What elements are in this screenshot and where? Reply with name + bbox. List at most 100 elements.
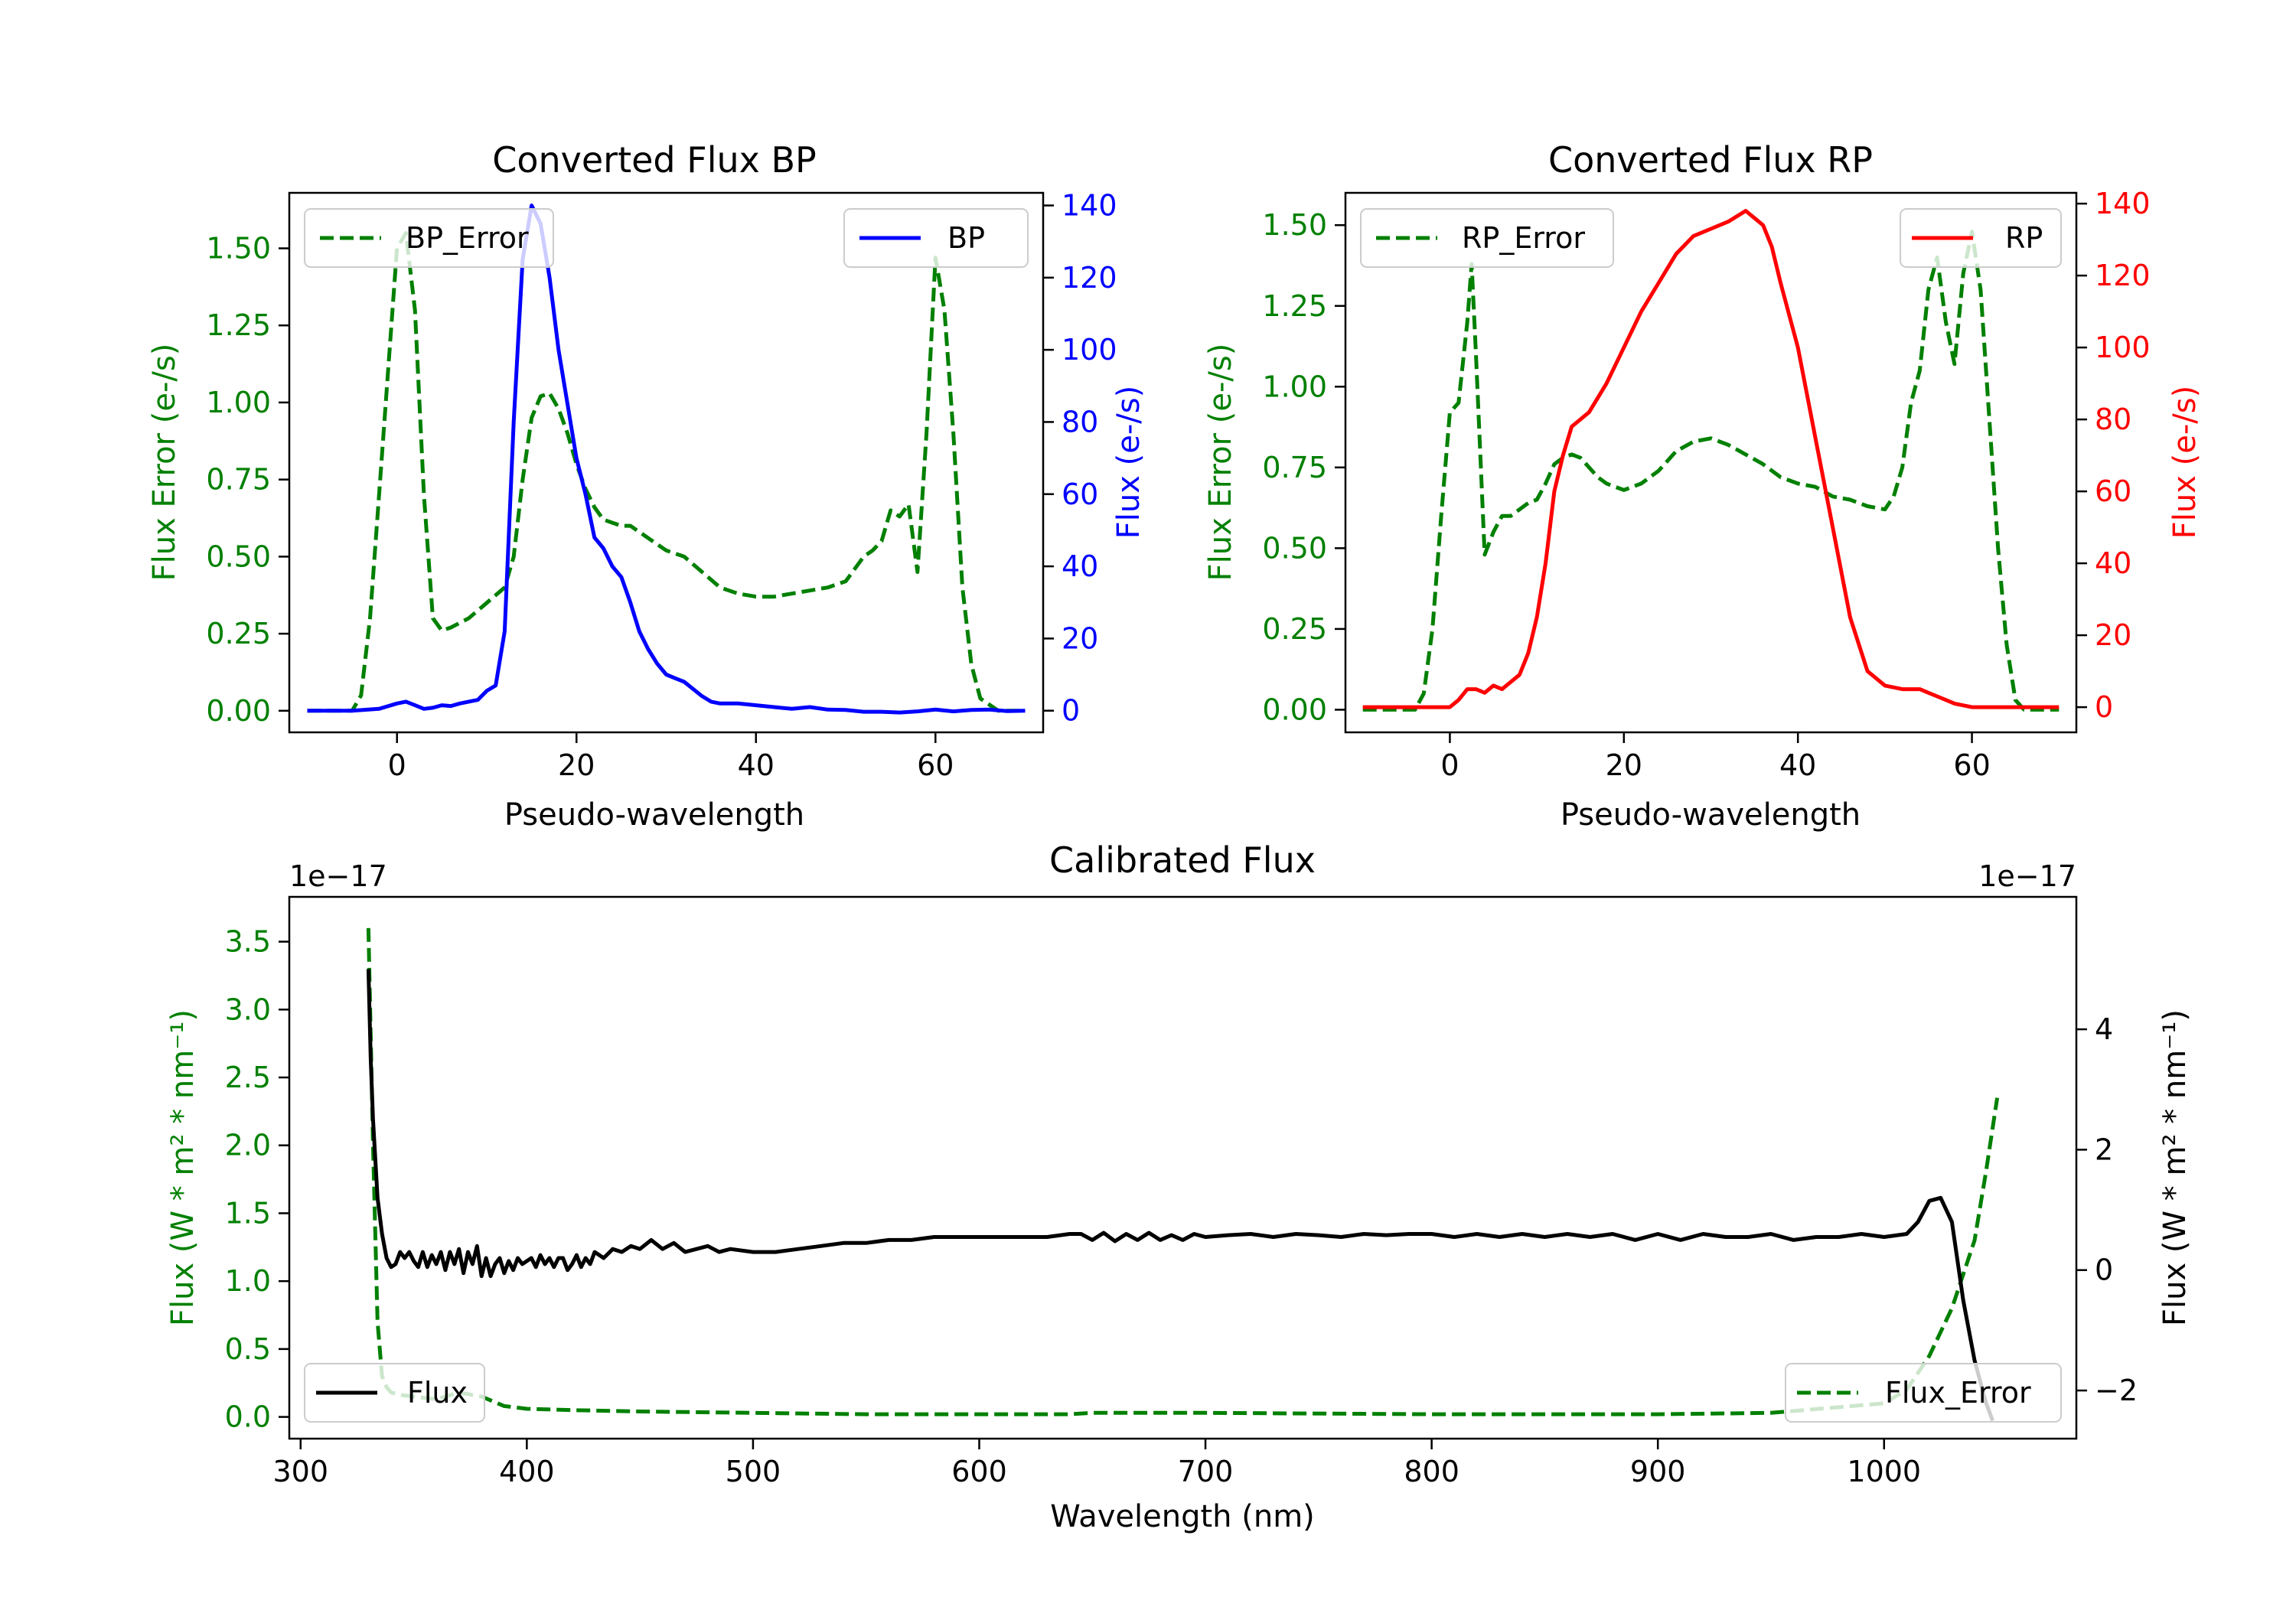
cal-x-axis-label: Wavelength (nm): [1050, 1499, 1315, 1534]
bp-left-tick-label: 0.75: [206, 463, 271, 497]
rp-right-tick-label: 140: [2095, 187, 2151, 220]
bp-left-tick-label: 1.00: [206, 386, 271, 419]
rp-plot-area: [1362, 209, 2060, 712]
bp-right-tick-label: 80: [1062, 405, 1098, 438]
bp-legend-error-box: [304, 208, 554, 268]
bp-left-tick-label: 0.25: [206, 617, 271, 650]
cal-series-flux: [366, 969, 1994, 1422]
rp-x-tick-label: 0: [1440, 748, 1459, 782]
cal-legend-flux[interactable]: Flux: [304, 1363, 485, 1423]
bp-legend-error[interactable]: BP_Error: [304, 208, 554, 268]
cal-legend-flux-label: Flux: [407, 1376, 468, 1410]
rp-legend-error-label: RP_Error: [1462, 221, 1585, 255]
bp-right-ticks: 0 20 40 60 80 100 120 140: [1043, 189, 1117, 728]
rp-x-tick-label: 20: [1606, 748, 1642, 782]
bp-right-tick-label: 120: [1062, 261, 1117, 295]
bp-x-tick-label: 0: [388, 748, 406, 782]
bp-right-tick-label: 20: [1062, 621, 1098, 655]
rp-left-tick-label: 0.75: [1262, 451, 1327, 484]
rp-x-axis-label: Pseudo-wavelength: [1561, 797, 1861, 833]
rp-panel: Converted Flux RP 0 20 40 60 0.000.250.500.…: [1203, 139, 2203, 833]
rp-series-rp: [1362, 209, 2060, 709]
bp-right-axis-label: Flux (e-/s): [1111, 386, 1146, 539]
cal-left-tick-label: 2.5: [225, 1061, 271, 1094]
cal-legend-error-label: Flux_Error: [1885, 1376, 2031, 1410]
bp-left-tick-label: 0.00: [206, 694, 271, 728]
bp-plot-area: [307, 204, 1026, 715]
cal-right-tick-label: 4: [2095, 1012, 2113, 1046]
bp-legend-flux-box: [843, 208, 1029, 268]
rp-left-tick-label: 1.25: [1262, 289, 1327, 323]
bp-left-ticks: 0.00 0.25 0.50 0.75 1.00 1.25 1.50: [206, 232, 289, 728]
cal-series-flux-error: [366, 927, 2000, 1416]
cal-right-tick-label: −2: [2095, 1374, 2138, 1407]
rp-left-ticks: 0.00 0.25 0.50 0.75 1.00 1.25 1.50: [1262, 208, 1345, 726]
bp-left-tick-label: 1.25: [206, 308, 271, 342]
cal-plot-area: [366, 927, 2000, 1422]
bp-x-tick-label: 60: [917, 748, 954, 782]
cal-left-tick-label: 2.0: [225, 1129, 271, 1162]
rp-right-tick-label: 20: [2095, 618, 2131, 652]
bp-right-tick-label: 140: [1062, 189, 1117, 223]
rp-title: Converted Flux RP: [1548, 139, 1873, 181]
rp-legend-flux[interactable]: RP: [1900, 208, 2062, 268]
rp-right-tick-label: 80: [2095, 403, 2131, 436]
cal-title: Calibrated Flux: [1049, 839, 1316, 881]
cal-x-tick-label: 600: [951, 1455, 1007, 1488]
rp-legend-error[interactable]: RP_Error: [1360, 208, 1614, 268]
rp-x-tick-label: 40: [1779, 748, 1816, 782]
cal-legend-flux-box: [304, 1363, 485, 1423]
rp-axes-frame: [1344, 191, 2078, 734]
bp-x-tick-label: 20: [558, 748, 595, 782]
rp-left-tick-label: 1.00: [1262, 370, 1327, 403]
rp-legend-flux-box: [1900, 208, 2062, 268]
bp-series-bp-error: [307, 230, 1026, 713]
rp-left-axis-label: Flux Error (e-/s): [1203, 344, 1238, 582]
cal-left-tick-label: 3.5: [225, 925, 271, 959]
cal-legend-error-box: [1785, 1363, 2062, 1423]
rp-left-tick-label: 0.00: [1262, 693, 1327, 726]
bp-left-tick-label: 0.50: [206, 539, 271, 573]
rp-x-ticks: 0 20 40 60: [1440, 732, 1991, 782]
bp-panel: Converted Flux BP 0 20 40 60 0.000.250.500.…: [147, 139, 1146, 833]
cal-panel: Calibrated Flux 1e−17 1e−17 300 400 500 600…: [165, 839, 2193, 1534]
bp-x-axis-label: Pseudo-wavelength: [504, 797, 804, 833]
rp-legend-flux-label: RP: [2005, 221, 2043, 255]
cal-right-axis-label: Flux (W * m² * nm⁻¹): [2157, 1009, 2193, 1326]
bp-right-tick-label: 60: [1062, 478, 1098, 511]
cal-legend-error[interactable]: Flux_Error: [1785, 1363, 2062, 1423]
cal-left-offset-text: 1e−17: [289, 859, 387, 893]
bp-x-tick-label: 40: [738, 748, 775, 782]
cal-left-axis-label: Flux (W * m² * nm⁻¹): [165, 1009, 201, 1326]
cal-left-tick-label: 1.5: [225, 1196, 271, 1230]
bp-left-tick-label: 1.50: [206, 232, 271, 266]
cal-right-ticks: −2 0 2 4: [2076, 1012, 2138, 1407]
bp-legend-error-label: BP_Error: [406, 221, 529, 255]
cal-left-ticks: 0.0 0.5 1.0 1.5 2.0 2.5 3.0 3.5: [225, 925, 289, 1434]
rp-left-tick-label: 1.50: [1262, 208, 1327, 242]
cal-left-tick-label: 1.0: [225, 1264, 271, 1298]
bp-right-tick-label: 40: [1062, 549, 1098, 583]
cal-x-ticks: 300 400 500 600 700 800 900 1000: [273, 1439, 1921, 1488]
cal-x-tick-label: 400: [499, 1455, 555, 1488]
rp-x-tick-label: 60: [1953, 748, 1990, 782]
cal-right-tick-label: 0: [2095, 1253, 2113, 1287]
cal-x-tick-label: 900: [1630, 1455, 1686, 1488]
rp-right-tick-label: 40: [2095, 546, 2131, 580]
cal-left-tick-label: 0.0: [225, 1400, 271, 1434]
cal-right-offset-text: 1e−17: [1978, 859, 2076, 893]
cal-left-tick-label: 3.0: [225, 993, 271, 1026]
cal-x-tick-label: 500: [726, 1455, 781, 1488]
rp-legend-error-box: [1360, 208, 1614, 268]
cal-axes-frame: [288, 895, 2078, 1440]
rp-right-tick-label: 0: [2095, 690, 2113, 724]
cal-x-tick-label: 700: [1178, 1455, 1234, 1488]
bp-legend-flux[interactable]: BP: [843, 208, 1029, 268]
rp-left-tick-label: 0.25: [1262, 612, 1327, 646]
rp-right-tick-label: 100: [2095, 331, 2151, 364]
rp-right-tick-label: 120: [2095, 259, 2151, 292]
rp-series-rp-error: [1362, 230, 2060, 712]
bp-left-axis-label: Flux Error (e-/s): [147, 344, 182, 582]
cal-x-tick-label: 300: [273, 1455, 329, 1488]
